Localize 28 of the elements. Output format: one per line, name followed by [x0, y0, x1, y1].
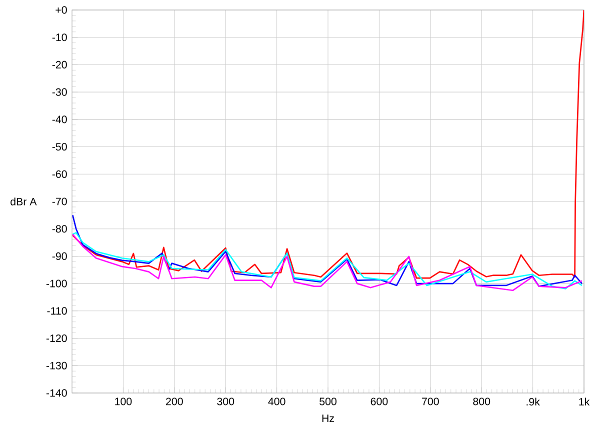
x-tick-label: 800 [473, 398, 490, 406]
x-tick-label: 700 [422, 398, 439, 406]
y-tick-label: -10 [52, 34, 67, 42]
x-tick-label: 300 [217, 398, 234, 406]
y-tick-label: -70 [52, 198, 67, 206]
y-tick-label: -140 [46, 389, 67, 397]
x-tick-label: 1k [579, 398, 590, 406]
x-tick-label: .9k [526, 398, 540, 406]
y-tick-label: -110 [47, 307, 67, 315]
y-tick-label: -90 [52, 252, 67, 260]
y-tick-label: -100 [46, 280, 67, 288]
y-tick-label: +0 [56, 6, 67, 14]
y-axis-title: dBr A [10, 198, 37, 206]
x-tick-label: 600 [370, 398, 388, 406]
y-tick-label: -50 [52, 143, 67, 151]
y-tick-label: -80 [52, 225, 67, 233]
y-tick-label: -120 [46, 334, 67, 342]
y-tick-label: -40 [52, 116, 67, 124]
x-tick-label: 500 [320, 398, 336, 406]
y-tick-label: -130 [46, 362, 67, 370]
x-axis-title: Hz [322, 414, 334, 422]
x-tick-label: 100 [115, 398, 132, 406]
line-series [72, 214, 583, 287]
x-tick-label: 200 [166, 398, 183, 406]
x-tick-label: 400 [268, 398, 286, 406]
y-tick-label: -20 [52, 60, 67, 68]
y-tick-label: -30 [52, 88, 67, 96]
y-tick-label: -60 [52, 170, 67, 178]
